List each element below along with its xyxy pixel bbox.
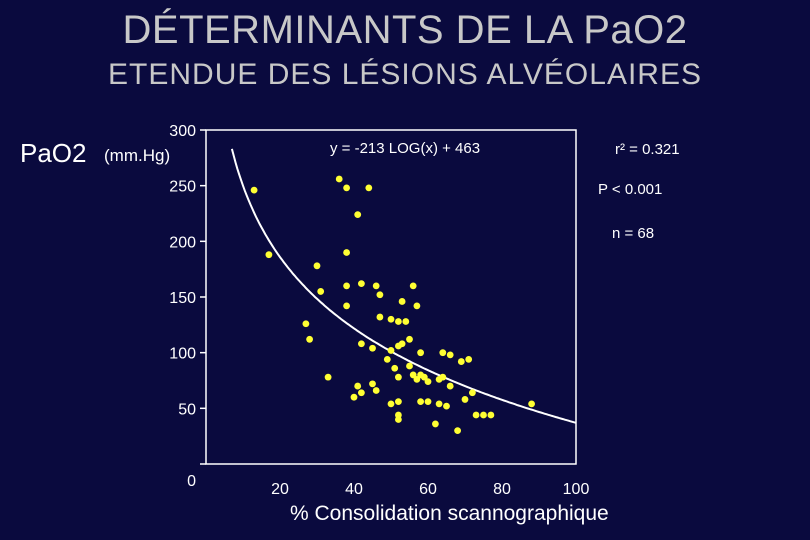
regression-equation: y = -213 LOG(x) + 463 (330, 140, 480, 157)
data-point (472, 411, 480, 419)
x-tick-label: 60 (419, 481, 437, 498)
x-axis-label: % Consolidation scannographique (290, 502, 609, 525)
data-point (306, 335, 313, 343)
data-point (302, 320, 310, 328)
data-point (369, 380, 376, 388)
data-point (365, 184, 373, 192)
data-point (395, 318, 402, 325)
data-point (395, 416, 402, 423)
data-point (439, 373, 447, 381)
data-point (343, 184, 350, 192)
data-point (354, 211, 362, 219)
y-tick-label: 300 (169, 123, 196, 140)
data-point (417, 398, 424, 406)
data-point (409, 282, 417, 290)
data-point (398, 298, 406, 305)
plot-area-frame (205, 129, 577, 465)
data-point (465, 355, 473, 363)
data-point (343, 249, 350, 256)
data-point (420, 373, 428, 381)
data-point (358, 340, 365, 348)
data-point (406, 335, 413, 343)
y-axis-label: PaO2 (20, 138, 87, 168)
r-squared-label: r² = 0.321 (615, 141, 680, 158)
data-point (343, 302, 350, 310)
data-point (413, 375, 421, 383)
chart-title: DÉTERMINANTS DE LA PaO2 (122, 8, 688, 52)
data-point (446, 351, 454, 359)
data-point (461, 396, 469, 403)
data-point (487, 411, 495, 419)
data-point (402, 318, 410, 325)
data-point (313, 262, 321, 270)
data-point (395, 398, 402, 406)
y-axis-ticks: 300 250 200 150 100 50 0 (169, 123, 206, 490)
data-point (469, 389, 476, 397)
p-value-label: P < 0.001 (598, 181, 662, 198)
data-point (317, 288, 325, 295)
y-tick-label: 200 (169, 234, 196, 251)
y-tick-label: 150 (169, 290, 196, 307)
x-tick-label: 20 (271, 481, 289, 498)
data-point (439, 349, 447, 357)
data-point (391, 364, 399, 372)
data-point (395, 373, 402, 381)
data-point (443, 402, 450, 410)
data-point (424, 398, 432, 406)
data-points (250, 175, 535, 434)
data-point (417, 349, 424, 357)
data-point (372, 282, 380, 290)
data-point (383, 355, 391, 363)
y-axis-unit: (mm.Hg) (104, 146, 171, 165)
data-point (354, 382, 362, 390)
data-point (387, 400, 395, 408)
y-tick-label: 0 (187, 473, 196, 490)
data-point (376, 313, 384, 321)
data-point (358, 389, 365, 397)
data-point (432, 420, 439, 428)
x-tick-label: 80 (493, 481, 511, 498)
data-point (350, 393, 358, 401)
y-tick-label: 50 (178, 401, 196, 418)
data-point (324, 373, 332, 381)
x-axis-ticks: 20 40 60 80 100 (271, 481, 589, 498)
data-point (528, 400, 535, 408)
data-point (335, 175, 343, 183)
data-point (446, 382, 454, 390)
data-point (398, 340, 406, 348)
data-point (343, 282, 350, 290)
data-point (409, 371, 417, 379)
data-point (358, 280, 365, 288)
data-point (413, 302, 421, 310)
data-point (369, 344, 376, 352)
data-point (372, 387, 380, 394)
data-point (424, 378, 432, 386)
data-point (406, 362, 413, 370)
sample-size-label: n = 68 (612, 225, 654, 242)
data-point (454, 427, 461, 434)
data-point (250, 186, 258, 194)
x-tick-label: 40 (345, 481, 363, 498)
data-point (387, 315, 395, 323)
data-point (480, 411, 487, 419)
data-point (265, 251, 273, 259)
data-point (457, 358, 465, 365)
regression-curve (230, 148, 577, 424)
y-tick-label: 250 (169, 179, 196, 196)
data-point (376, 291, 384, 299)
x-tick-label: 100 (563, 481, 590, 498)
chart-subtitle: ETENDUE DES LÉSIONS ALVÉOLAIRES (108, 58, 702, 91)
data-point (435, 400, 443, 408)
y-tick-label: 100 (169, 346, 196, 363)
data-point (387, 347, 395, 354)
